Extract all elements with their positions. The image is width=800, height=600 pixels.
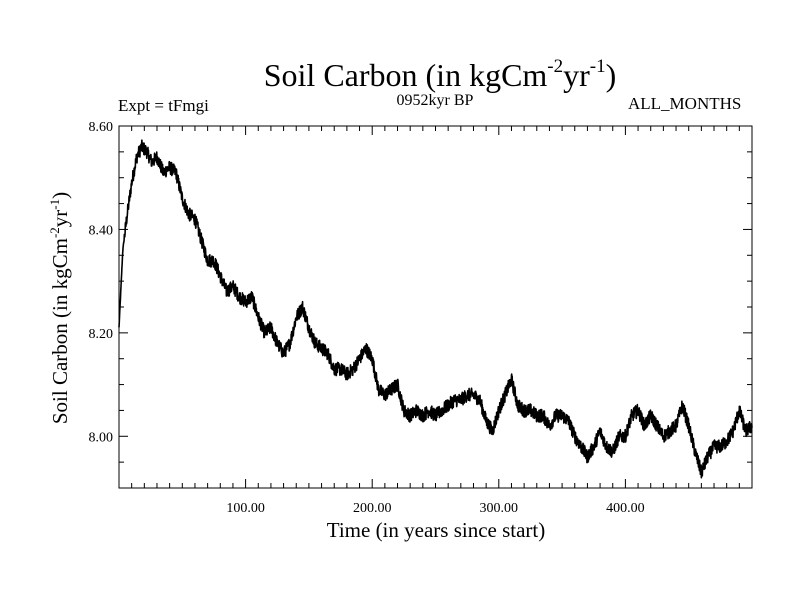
period-label: 0952kyr BP (396, 92, 474, 109)
y-tick-label: 8.40 (89, 223, 114, 238)
y-tick-label: 8.20 (89, 327, 114, 342)
y-tick-label: 8.60 (89, 120, 114, 135)
series-layer (118, 139, 753, 479)
x-tick-label: 200.00 (353, 501, 392, 516)
x-tick-label: 100.00 (226, 501, 265, 516)
y-axis-label: Soil Carbon (in kgCm-2yr-1) (47, 191, 72, 425)
x-tick-label: 300.00 (480, 501, 519, 516)
y-tick-label: 8.00 (89, 430, 114, 445)
chart-title: Soil Carbon (in kgCm-2yr-1) (263, 56, 617, 93)
series-line (118, 139, 753, 479)
months-label: ALL_MONTHS (628, 94, 742, 113)
x-tick-label: 400.00 (606, 501, 645, 516)
plot-frame (118, 125, 753, 489)
experiment-label: Expt = tFmgi (118, 96, 209, 115)
axis-tick-labels: 100.00 200.00 300.00 400.00 8.00 8.20 8.40 8.60 (89, 120, 645, 516)
x-axis-label: Time (in years since start) (326, 518, 546, 542)
axis-ticks (119, 126, 752, 488)
